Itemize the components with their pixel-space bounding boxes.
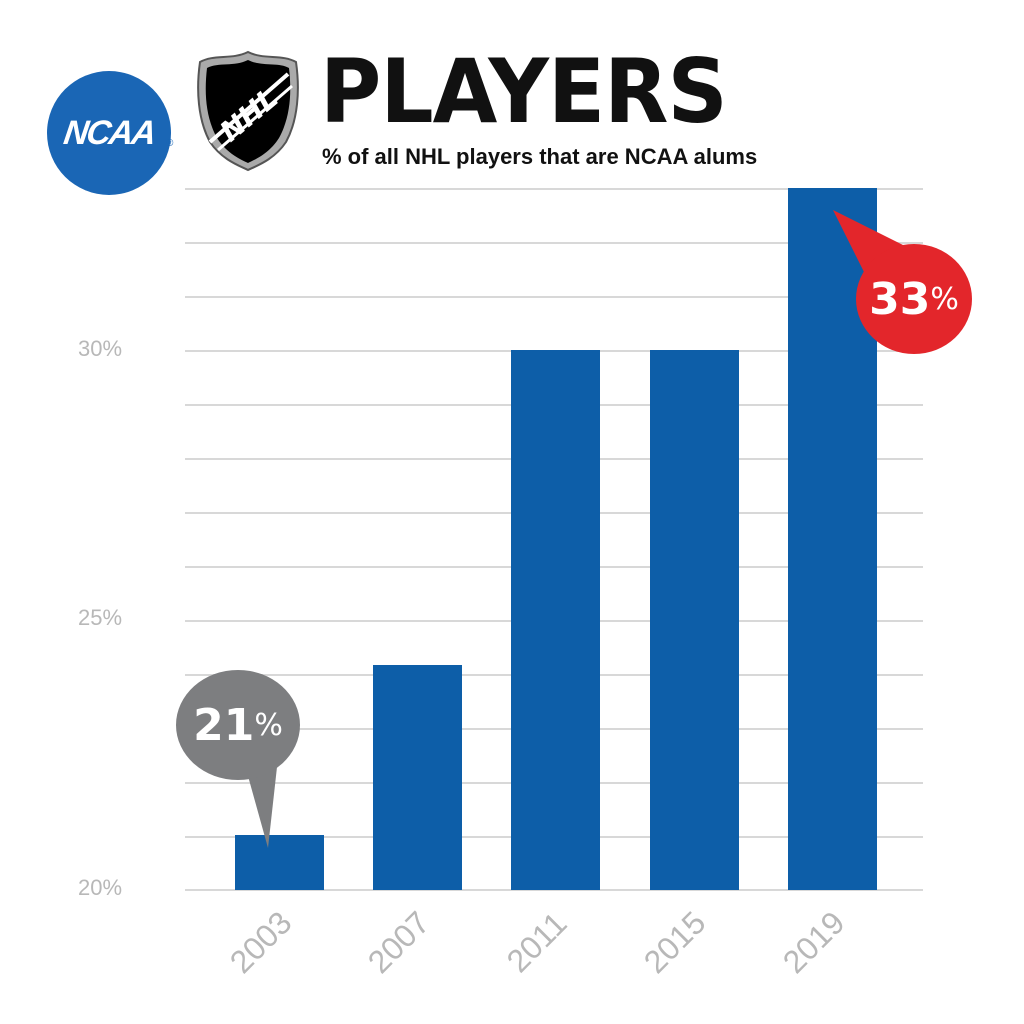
callout-high: 33% [856,244,972,354]
chart-subtitle: % of all NHL players that are NCAA alums [322,144,758,169]
x-tick-label: 2011 [499,905,574,980]
y-tick-label: 20% [78,875,123,900]
bar-2003 [235,835,324,890]
gridline [185,296,923,298]
baseline [185,889,923,891]
bar-2015 [650,350,739,890]
x-tick-label: 2015 [636,904,713,981]
gridline [185,188,923,190]
x-tick-label: 2003 [222,904,299,981]
ncaa-logo-text: NCAA [61,113,157,152]
gridline [185,242,923,244]
callout-high-pct: % [930,281,959,317]
y-tick-label: 30% [78,336,123,361]
x-tick-label: 2007 [360,904,437,981]
callout-low-value: 21 [193,699,255,751]
bar-2011 [511,350,600,890]
callout-low-pct: % [254,707,283,743]
callout-low: 21% [176,670,300,780]
x-tick-label: 2019 [775,904,852,981]
chart-title: PLAYERS [320,40,728,143]
bar-2007 [373,665,462,890]
callout-high-value: 33 [869,273,931,325]
registered-mark: ® [166,138,174,149]
y-tick-label: 25% [78,605,123,630]
ncaa-logo: NCAA [47,71,171,195]
nhl-shield-icon: NHL [197,50,299,172]
